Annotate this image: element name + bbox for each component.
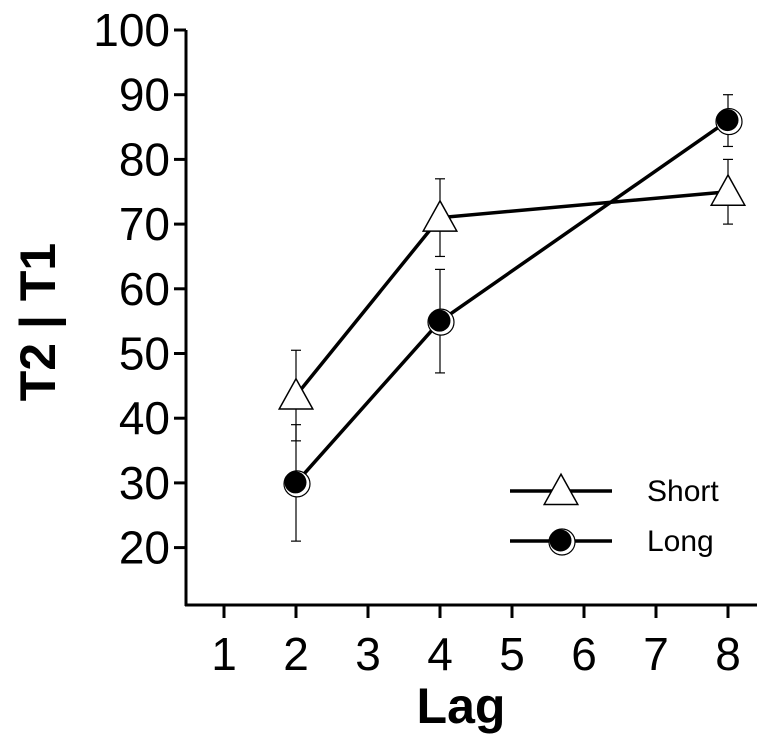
legend-triangle-marker bbox=[542, 472, 580, 506]
y-tick-label: 40 bbox=[119, 392, 170, 444]
legend: Short Long bbox=[510, 472, 719, 558]
x-tick-label: 7 bbox=[643, 628, 669, 680]
x-tick-label: 2 bbox=[283, 628, 309, 680]
y-axis-title: T2 | T1 bbox=[10, 243, 67, 401]
legend-label-long: Long bbox=[647, 525, 714, 558]
circle-marker bbox=[284, 471, 307, 494]
series-line-short bbox=[294, 190, 729, 397]
series-lines bbox=[294, 119, 730, 485]
x-tick-label: 5 bbox=[499, 628, 525, 680]
x-tick-label: 8 bbox=[715, 628, 741, 680]
y-tick-label: 20 bbox=[119, 522, 170, 574]
y-tick-label: 80 bbox=[119, 133, 170, 185]
x-axis-title: Lag bbox=[417, 678, 506, 734]
y-tick-label: 30 bbox=[119, 457, 170, 509]
legend-label-short: Short bbox=[647, 475, 719, 508]
x-tick-label: 3 bbox=[355, 628, 381, 680]
circle-marker bbox=[716, 109, 739, 132]
triangle-marker bbox=[709, 173, 747, 206]
triangle-marker bbox=[277, 377, 315, 410]
y-tick-label: 50 bbox=[119, 328, 170, 380]
circle-marker bbox=[428, 309, 451, 332]
y-tick-label: 90 bbox=[119, 69, 170, 121]
series-line-long bbox=[294, 119, 730, 485]
y-tick-label: 70 bbox=[119, 198, 170, 250]
y-tick-label: 100 bbox=[93, 4, 170, 56]
x-tick-label: 4 bbox=[427, 628, 453, 680]
axes: 20 30 40 50 60 70 80 90 100 1 2 3 4 5 6 7 8 bbox=[93, 4, 757, 680]
triangle-marker bbox=[421, 199, 459, 232]
data-markers bbox=[277, 107, 747, 498]
x-tick-label: 6 bbox=[571, 628, 597, 680]
x-tick-label: 1 bbox=[211, 628, 237, 680]
legend-circle-marker bbox=[549, 529, 572, 552]
y-tick-label: 60 bbox=[119, 263, 170, 315]
